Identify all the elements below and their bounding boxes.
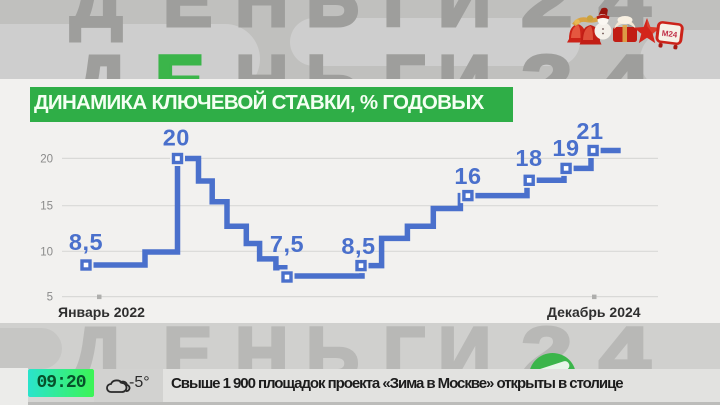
svg-text:20: 20 <box>40 153 53 165</box>
svg-text:21: 21 <box>576 118 603 144</box>
svg-text:19: 19 <box>552 135 579 161</box>
svg-text:10: 10 <box>40 246 53 258</box>
svg-text:18: 18 <box>515 145 542 171</box>
svg-text:15: 15 <box>40 201 53 213</box>
svg-text:Январь 2022: Январь 2022 <box>58 304 145 320</box>
svg-text:8,5: 8,5 <box>69 229 103 255</box>
svg-text:5: 5 <box>47 292 53 304</box>
svg-text:Декабрь 2024: Декабрь 2024 <box>547 304 641 320</box>
svg-text:16: 16 <box>454 163 481 189</box>
svg-text:8,5: 8,5 <box>341 233 375 259</box>
svg-text:20: 20 <box>163 125 190 151</box>
svg-text:7,5: 7,5 <box>270 231 304 257</box>
svg-text:М24: М24 <box>661 29 678 40</box>
